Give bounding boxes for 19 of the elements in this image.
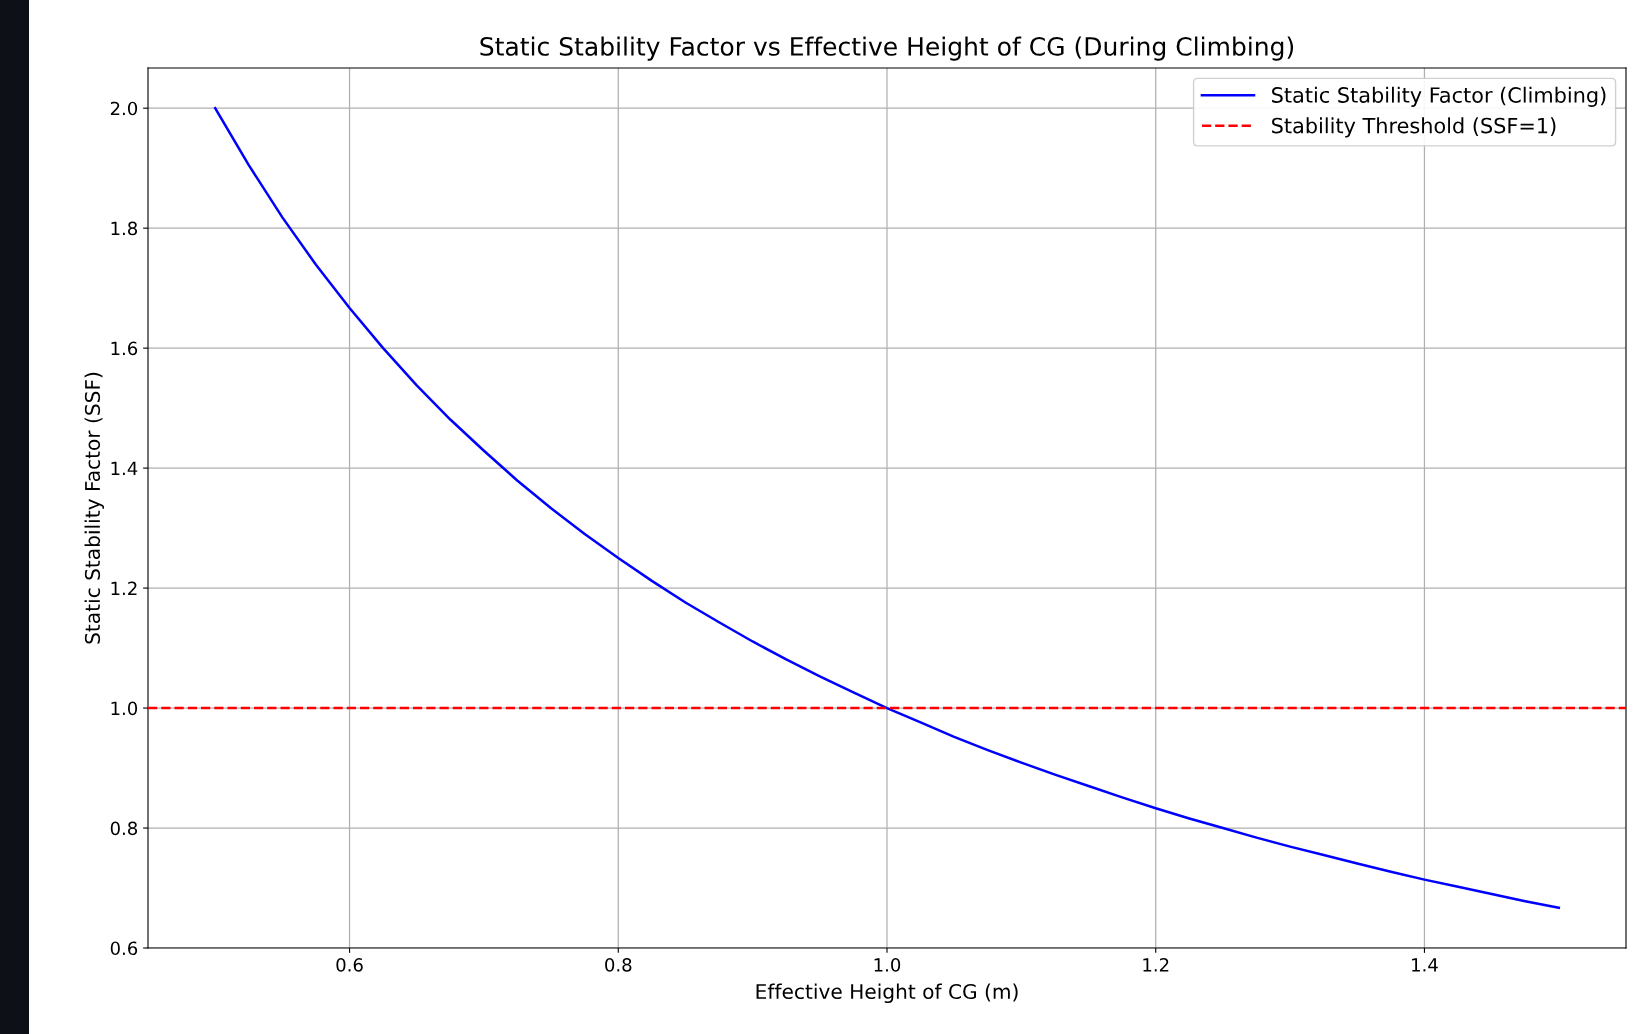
y-tick-label: 1.0 <box>111 701 138 716</box>
x-tick-label: 1.0 <box>874 958 901 972</box>
y-tick-label: 1.6 <box>111 341 138 356</box>
legend-label: Static Stability Factor (Climbing) <box>1272 86 1606 107</box>
y-tick-label: 1.8 <box>111 221 138 236</box>
y-tick-label: 2.0 <box>110 101 138 116</box>
x-tick-label: 1.4 <box>1412 958 1438 972</box>
line-series <box>213 106 1561 910</box>
y-tick-label: 0.8 <box>110 821 138 836</box>
y-tick-label: 0.6 <box>110 941 138 956</box>
y-tick-label: 1.4 <box>111 461 138 475</box>
chart-title: Static Stability Factor vs Effective Height of CG (During Climbing) <box>480 36 1294 61</box>
x-tick-label: 0.8 <box>605 958 632 972</box>
x-tick-label: 0.6 <box>336 958 363 972</box>
y-tick-label: 1.2 <box>111 581 137 595</box>
legend-label: Stability Threshold (SSF=1) <box>1272 117 1556 138</box>
x-axis-title: Effective Height of CG (m) <box>756 983 1018 1004</box>
x-tick-label: 1.2 <box>1143 958 1169 972</box>
y-axis-title: Static Stability Factor (SSF) <box>84 372 105 644</box>
